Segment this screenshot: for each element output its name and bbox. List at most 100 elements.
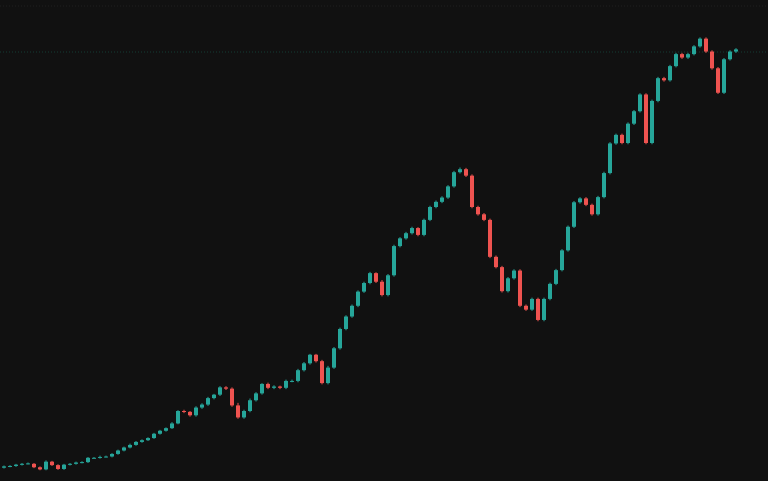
candle-up[interactable] bbox=[578, 198, 582, 203]
candle-up[interactable] bbox=[122, 447, 126, 451]
candle-up[interactable] bbox=[152, 433, 156, 439]
candle-up[interactable] bbox=[104, 456, 108, 458]
candle-up[interactable] bbox=[368, 273, 372, 284]
candle-up[interactable] bbox=[110, 453, 114, 457]
candle-up[interactable] bbox=[734, 49, 738, 52]
candle-up[interactable] bbox=[194, 407, 198, 416]
candle-up[interactable] bbox=[446, 186, 450, 198]
candle-up[interactable] bbox=[608, 143, 612, 174]
candle-up[interactable] bbox=[248, 400, 252, 411]
candle-up[interactable] bbox=[92, 457, 96, 459]
candle-down[interactable] bbox=[380, 281, 384, 296]
candle-up[interactable] bbox=[2, 466, 6, 468]
candle-down[interactable] bbox=[236, 405, 240, 418]
candle-up[interactable] bbox=[8, 465, 12, 467]
candle-up[interactable] bbox=[206, 398, 210, 405]
candle-down[interactable] bbox=[224, 387, 228, 389]
candle-up[interactable] bbox=[20, 463, 24, 465]
candle-down[interactable] bbox=[182, 410, 186, 412]
candle-up[interactable] bbox=[218, 387, 222, 395]
candle-up[interactable] bbox=[572, 202, 576, 227]
candle-up[interactable] bbox=[26, 463, 30, 465]
candle-up[interactable] bbox=[656, 78, 660, 101]
candle-down[interactable] bbox=[500, 267, 504, 292]
candle-up[interactable] bbox=[116, 450, 120, 454]
candle-down[interactable] bbox=[620, 134, 624, 144]
candle-up[interactable] bbox=[200, 404, 204, 408]
candle-up[interactable] bbox=[308, 354, 312, 364]
candle-up[interactable] bbox=[614, 134, 618, 144]
candle-up[interactable] bbox=[344, 316, 348, 329]
candle-up[interactable] bbox=[434, 201, 438, 208]
candle-up[interactable] bbox=[602, 173, 606, 198]
candle-up[interactable] bbox=[410, 228, 414, 234]
candle-up[interactable] bbox=[242, 410, 246, 418]
candle-up[interactable] bbox=[506, 278, 510, 292]
candle-up[interactable] bbox=[626, 123, 630, 144]
candle-down[interactable] bbox=[494, 256, 498, 268]
candle-up[interactable] bbox=[386, 275, 390, 296]
candle-up[interactable] bbox=[356, 291, 360, 306]
candle-down[interactable] bbox=[32, 463, 36, 468]
candle-up[interactable] bbox=[458, 169, 462, 173]
candle-down[interactable] bbox=[230, 388, 234, 406]
candle-up[interactable] bbox=[134, 441, 138, 445]
candle-up[interactable] bbox=[338, 328, 342, 349]
candle-up[interactable] bbox=[68, 463, 72, 465]
candle-up[interactable] bbox=[398, 238, 402, 247]
candle-up[interactable] bbox=[404, 233, 408, 239]
candle-up[interactable] bbox=[638, 94, 642, 112]
candle-up[interactable] bbox=[542, 298, 546, 320]
candle-up[interactable] bbox=[272, 386, 276, 388]
candle-up[interactable] bbox=[722, 59, 726, 93]
candle-up[interactable] bbox=[74, 462, 78, 464]
candle-up[interactable] bbox=[98, 456, 102, 458]
candle-down[interactable] bbox=[38, 467, 42, 470]
candle-up[interactable] bbox=[632, 111, 636, 124]
candle-up[interactable] bbox=[560, 250, 564, 271]
candle-down[interactable] bbox=[374, 273, 378, 282]
candle-down[interactable] bbox=[680, 54, 684, 58]
candle-up[interactable] bbox=[164, 428, 168, 431]
candle-up[interactable] bbox=[170, 423, 174, 429]
candle-up[interactable] bbox=[674, 54, 678, 67]
candle-down[interactable] bbox=[518, 270, 522, 306]
candle-down[interactable] bbox=[476, 207, 480, 215]
candle-up[interactable] bbox=[86, 457, 90, 463]
candle-up[interactable] bbox=[392, 246, 396, 276]
candle-up[interactable] bbox=[530, 298, 534, 310]
candle-up[interactable] bbox=[80, 462, 84, 464]
candle-down[interactable] bbox=[710, 51, 714, 69]
candle-up[interactable] bbox=[14, 464, 18, 466]
candle-down[interactable] bbox=[56, 465, 60, 469]
candle-up[interactable] bbox=[260, 383, 264, 394]
candle-up[interactable] bbox=[44, 461, 48, 470]
candle-down[interactable] bbox=[716, 68, 720, 93]
candle-up[interactable] bbox=[284, 380, 288, 388]
candle-up[interactable] bbox=[350, 305, 354, 317]
candle-up[interactable] bbox=[62, 464, 66, 469]
candle-up[interactable] bbox=[302, 363, 306, 371]
candle-up[interactable] bbox=[452, 172, 456, 187]
candle-down[interactable] bbox=[488, 219, 492, 257]
candle-down[interactable] bbox=[188, 411, 192, 416]
candle-up[interactable] bbox=[698, 38, 702, 47]
candle-down[interactable] bbox=[524, 305, 528, 310]
candle-down[interactable] bbox=[482, 214, 486, 220]
candle-down[interactable] bbox=[536, 298, 540, 320]
candle-up[interactable] bbox=[146, 438, 150, 441]
candle-up[interactable] bbox=[650, 100, 654, 144]
candle-up[interactable] bbox=[362, 283, 366, 292]
candle-up[interactable] bbox=[548, 283, 552, 299]
candle-down[interactable] bbox=[644, 94, 648, 144]
candle-up[interactable] bbox=[176, 410, 180, 424]
candle-up[interactable] bbox=[554, 270, 558, 284]
candle-down[interactable] bbox=[470, 175, 474, 208]
candle-down[interactable] bbox=[50, 461, 54, 466]
candle-up[interactable] bbox=[566, 226, 570, 251]
candle-down[interactable] bbox=[704, 38, 708, 52]
candle-up[interactable] bbox=[140, 440, 144, 442]
candle-up[interactable] bbox=[728, 51, 732, 60]
